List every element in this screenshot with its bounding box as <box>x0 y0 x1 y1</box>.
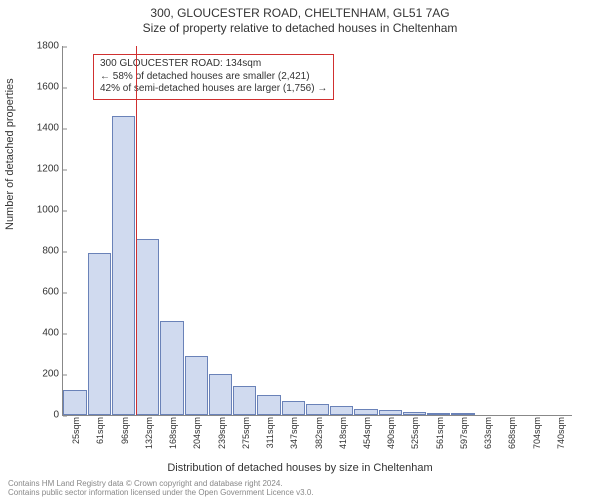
annotation-line-2: ← 58% of detached houses are smaller (2,… <box>100 71 327 84</box>
histogram-bar <box>330 406 353 415</box>
x-tick: 25sqm <box>71 415 81 444</box>
x-tick: 168sqm <box>168 415 178 449</box>
y-tick: 1800 <box>37 41 63 52</box>
annotation-box: 300 GLOUCESTER ROAD: 134sqm ← 58% of det… <box>93 54 334 100</box>
x-tick: 382sqm <box>314 415 324 449</box>
y-tick: 1400 <box>37 123 63 134</box>
x-tick: 311sqm <box>265 415 275 448</box>
x-tick: 525sqm <box>410 415 420 449</box>
histogram-bar <box>209 374 232 415</box>
y-axis-label: Number of detached properties <box>4 78 16 230</box>
y-tick: 200 <box>42 369 63 380</box>
x-tick: 740sqm <box>556 415 566 449</box>
footer-line-2: Contains public sector information licen… <box>8 489 314 498</box>
histogram-bar <box>306 404 329 415</box>
chart-titles: 300, GLOUCESTER ROAD, CHELTENHAM, GL51 7… <box>0 0 600 35</box>
histogram-chart: 300 GLOUCESTER ROAD: 134sqm ← 58% of det… <box>62 46 572 416</box>
x-tick: 96sqm <box>120 415 130 444</box>
histogram-bar <box>233 386 256 415</box>
annotation-line-3: 42% of semi-detached houses are larger (… <box>100 83 327 96</box>
y-tick: 1200 <box>37 164 63 175</box>
x-tick: 454sqm <box>362 415 372 449</box>
footer-attribution: Contains HM Land Registry data © Crown c… <box>8 480 314 498</box>
histogram-bar <box>63 390 86 415</box>
histogram-bar <box>112 116 135 415</box>
title-sub: Size of property relative to detached ho… <box>0 21 600 35</box>
y-tick: 400 <box>42 328 63 339</box>
y-tick: 1600 <box>37 82 63 93</box>
histogram-bar <box>160 321 183 415</box>
x-tick: 668sqm <box>507 415 517 449</box>
x-tick: 347sqm <box>289 415 299 449</box>
x-tick: 418sqm <box>338 415 348 449</box>
x-tick: 704sqm <box>532 415 542 449</box>
x-tick: 204sqm <box>192 415 202 449</box>
y-tick: 1000 <box>37 205 63 216</box>
property-marker-line <box>136 46 137 415</box>
y-tick: 800 <box>42 246 63 257</box>
title-main: 300, GLOUCESTER ROAD, CHELTENHAM, GL51 7… <box>0 6 600 20</box>
x-tick: 61sqm <box>95 415 105 444</box>
x-tick: 239sqm <box>217 415 227 449</box>
y-tick: 600 <box>42 287 63 298</box>
y-tick: 0 <box>53 410 63 421</box>
histogram-bar <box>185 356 208 415</box>
x-axis-label: Distribution of detached houses by size … <box>0 462 600 474</box>
x-tick: 275sqm <box>241 415 251 449</box>
x-tick: 561sqm <box>435 415 445 449</box>
x-tick: 132sqm <box>144 415 154 449</box>
x-tick: 633sqm <box>483 415 493 449</box>
histogram-bar <box>282 401 305 415</box>
x-tick: 490sqm <box>386 415 396 449</box>
histogram-bar <box>88 253 111 415</box>
histogram-bar <box>257 395 280 416</box>
x-tick: 597sqm <box>459 415 469 449</box>
annotation-line-1: 300 GLOUCESTER ROAD: 134sqm <box>100 58 327 71</box>
histogram-bar <box>136 239 159 415</box>
